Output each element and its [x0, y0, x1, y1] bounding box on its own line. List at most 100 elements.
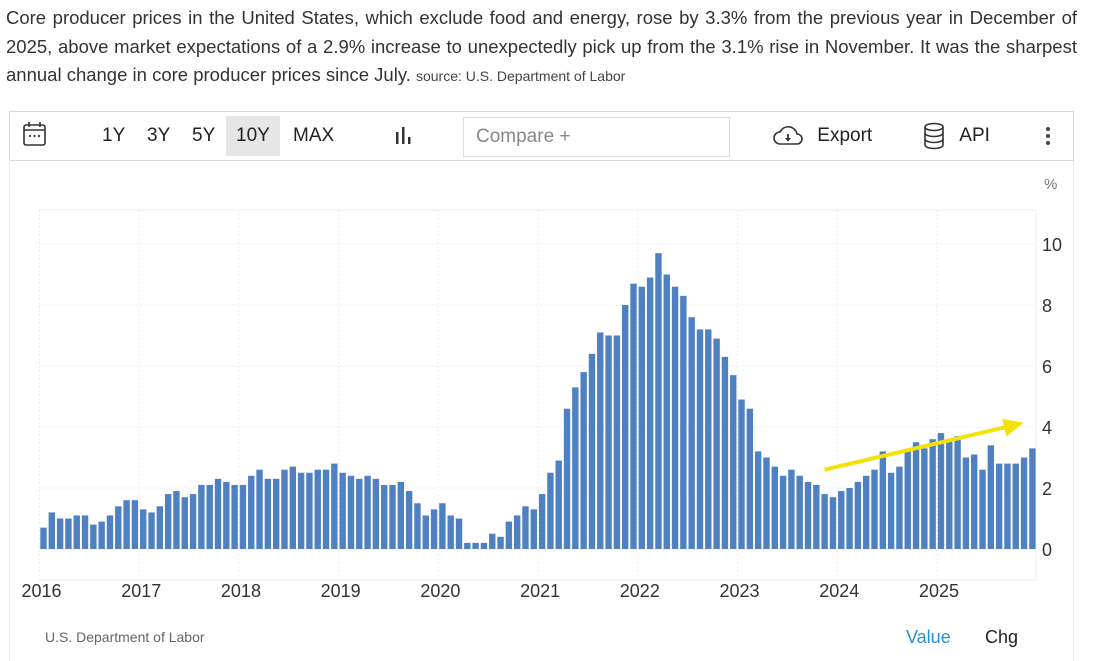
- bar: [663, 274, 670, 549]
- bar: [746, 408, 754, 549]
- bar: [912, 442, 920, 549]
- x-tick-label: 2022: [620, 581, 660, 601]
- bar: [763, 457, 770, 549]
- bar: [372, 478, 380, 549]
- bar: [389, 484, 396, 549]
- bar: [838, 491, 845, 549]
- description-text: Core producer prices in the United State…: [6, 7, 1077, 85]
- x-tick-label: 2024: [819, 581, 859, 601]
- range-1y-button[interactable]: 1Y: [102, 125, 126, 146]
- y-tick-label: 0: [1042, 540, 1052, 560]
- range-3y-button[interactable]: 3Y: [147, 125, 171, 146]
- export-button[interactable]: Export: [772, 112, 872, 160]
- bar: [605, 335, 612, 549]
- bar: [239, 484, 247, 549]
- bar: [48, 512, 56, 549]
- y-tick-label: 10: [1042, 235, 1062, 255]
- x-tick-label: 2020: [420, 581, 460, 601]
- bar: [206, 484, 213, 549]
- bar: [921, 448, 928, 549]
- chart-frame: [9, 161, 1074, 661]
- bar: [680, 295, 687, 549]
- bar: [1029, 448, 1036, 549]
- bar: [264, 478, 272, 549]
- bar: [115, 506, 122, 549]
- range-max-button[interactable]: MAX: [293, 125, 335, 146]
- bar: [214, 478, 222, 549]
- bar: [779, 475, 787, 549]
- bar: [547, 472, 554, 549]
- bar: [971, 454, 978, 549]
- bar: [414, 503, 421, 549]
- bar: [655, 253, 662, 549]
- y-tick-label: 6: [1042, 357, 1052, 377]
- bar: [730, 375, 737, 549]
- bar: [846, 488, 853, 549]
- vertical-dots-icon[interactable]: [1043, 112, 1053, 160]
- bar: [771, 466, 778, 549]
- bar: [962, 457, 970, 549]
- bar: [555, 460, 562, 549]
- change-toggle-button[interactable]: Chg: [985, 627, 1019, 647]
- bar: [937, 433, 945, 549]
- bar: [140, 509, 147, 549]
- y-tick-label: 8: [1042, 296, 1052, 316]
- bar: [804, 481, 812, 549]
- bar: [123, 500, 130, 549]
- bar: [464, 542, 471, 549]
- bar: [979, 469, 986, 549]
- calendar-icon[interactable]: [22, 112, 48, 160]
- bar: [189, 494, 197, 549]
- x-tick-label: 2021: [520, 581, 560, 601]
- trend-arrow-head: [1002, 418, 1024, 437]
- bar: [862, 475, 870, 549]
- bar: [439, 503, 446, 549]
- bar: [713, 338, 720, 549]
- bar: [854, 481, 862, 549]
- bar: [65, 518, 72, 549]
- chart-toolbar: 1Y 3Y 5Y 10Y MAX Export API: [9, 111, 1074, 161]
- bar: [56, 518, 64, 549]
- api-button[interactable]: API: [922, 112, 990, 160]
- bar: [987, 445, 995, 549]
- chart-description: Core producer prices in the United State…: [6, 4, 1077, 91]
- range-5y-button[interactable]: 5Y: [192, 125, 216, 146]
- bar: [513, 515, 521, 549]
- x-tick-label: 2023: [720, 581, 760, 601]
- bar: [904, 451, 911, 549]
- cloud-download-icon: [773, 126, 803, 145]
- value-toggle-button[interactable]: Value: [906, 627, 951, 647]
- bar: [1012, 463, 1019, 549]
- bar: [90, 524, 97, 549]
- compare-input[interactable]: [463, 117, 730, 157]
- bar: [248, 475, 255, 549]
- bar: [1020, 457, 1028, 549]
- bar: [489, 533, 496, 549]
- bar: [871, 469, 878, 549]
- x-tick-label: 2019: [321, 581, 361, 601]
- bar: [297, 472, 305, 549]
- range-10y-button[interactable]: 10Y: [226, 116, 280, 156]
- bar: [339, 472, 346, 549]
- bar: [223, 481, 230, 549]
- x-tick-label: 2025: [919, 581, 959, 601]
- export-label: Export: [817, 125, 873, 146]
- x-tick-label: 2016: [21, 581, 61, 601]
- bar: [530, 509, 537, 549]
- bar: [405, 491, 413, 549]
- bar: [98, 521, 105, 549]
- bar: [148, 512, 155, 549]
- bar: [81, 515, 89, 549]
- bar: [788, 469, 795, 549]
- bar: [422, 515, 429, 549]
- bar: [688, 317, 695, 549]
- bar: [447, 515, 454, 549]
- bar: [738, 399, 745, 549]
- bar-chart-icon[interactable]: [393, 112, 415, 160]
- bar: [231, 484, 238, 549]
- bar: [356, 478, 363, 549]
- bar: [638, 286, 646, 549]
- trend-arrow-shaft: [824, 425, 1005, 472]
- bar: [455, 518, 463, 549]
